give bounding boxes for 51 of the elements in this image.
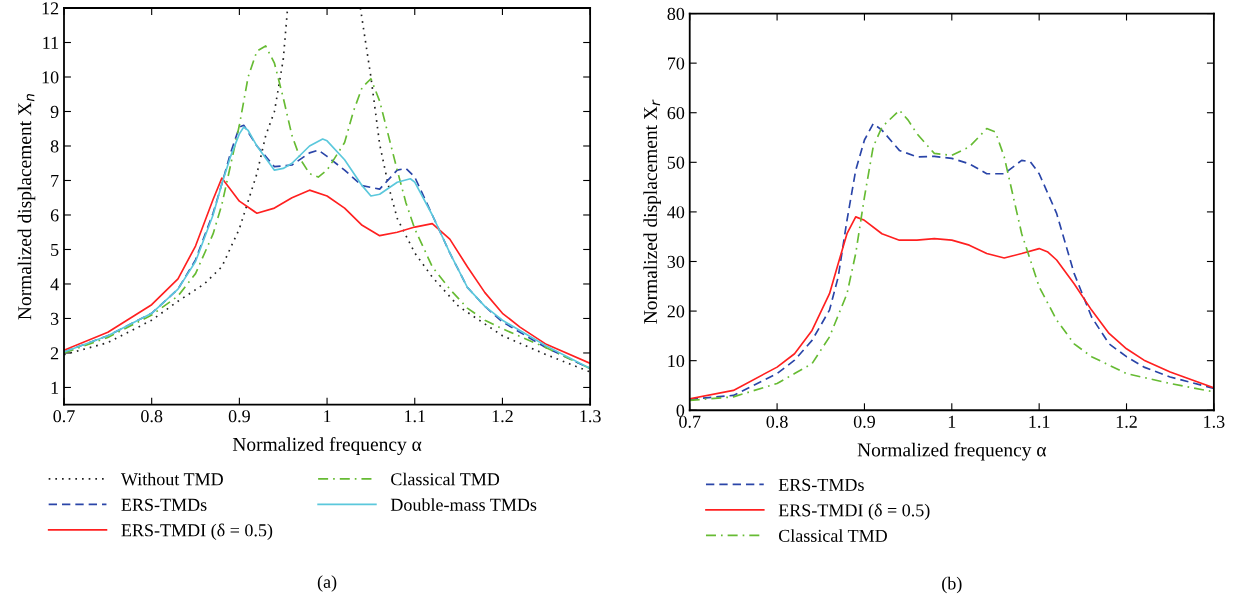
y-tick-label: 80 — [667, 7, 685, 20]
y-axis-title: Normalized displacement X$_{n}$ — [17, 94, 36, 320]
y-tick-label: 4 — [50, 278, 59, 291]
x-tick-label: 1 — [324, 410, 331, 423]
y-tick-label: 50 — [667, 156, 685, 169]
x-tick-label: 0.7 — [679, 415, 701, 428]
y-tick-label: 0 — [676, 404, 685, 417]
line-series — [63, 177, 591, 365]
y-tick-label: 12 — [42, 2, 59, 15]
y-tick-label: 10 — [42, 71, 59, 84]
x-tick-label: 0.7 — [53, 410, 75, 423]
x-tick-label: 1.1 — [1029, 415, 1050, 428]
y-axis-title: Normalized displacement X$_{r}$ — [643, 99, 661, 324]
legend-label: Without TMD — [120, 472, 223, 486]
y-tick-label: 30 — [667, 255, 685, 268]
y-tick-label: 60 — [667, 106, 685, 120]
y-tick-label: 8 — [50, 140, 59, 153]
x-tick-label: 0.9 — [228, 410, 250, 423]
y-tick-label: 1 — [51, 381, 59, 394]
y-tick-label: 20 — [667, 305, 685, 318]
legend-label: Double-mass TMDs — [390, 498, 537, 511]
x-tick-label: 1 — [948, 415, 956, 428]
y-tick-label: 10 — [668, 354, 685, 368]
legend-label: ERS-TMDI (δ = 0.5) — [121, 523, 273, 541]
x-axis-title: Normalized frequency α — [232, 437, 422, 455]
x-tick-label: 1.2 — [1116, 415, 1137, 428]
legend-label: Classical TMD — [778, 529, 887, 542]
y-tick-label: 5 — [51, 243, 59, 256]
x-tick-label: 0.8 — [141, 410, 163, 423]
x-tick-label: 1.3 — [580, 410, 601, 423]
x-tick-label: 1.1 — [405, 410, 425, 423]
legend-label: Classical TMD — [391, 472, 500, 486]
y-tick-label: 7 — [51, 174, 59, 187]
legend-label: ERS-TMDs — [778, 478, 864, 491]
x-tick-label: 0.8 — [766, 415, 788, 428]
x-tick-label: 1.3 — [1204, 415, 1225, 428]
text: (a) — [317, 575, 337, 592]
x-tick-label: 0.9 — [853, 415, 875, 428]
x-tick-label: 1.2 — [492, 410, 513, 423]
y-tick-label: 3 — [50, 312, 59, 325]
legend-label: ERS-TMDs — [121, 498, 207, 511]
y-tick-label: 6 — [50, 209, 59, 222]
y-tick-label: 9 — [50, 105, 59, 118]
x-axis-title: Normalized frequency α — [857, 442, 1047, 461]
y-tick-label: 70 — [668, 57, 685, 70]
legend-label: ERS-TMDI (δ = 0.5) — [778, 503, 930, 521]
text: (b) — [942, 576, 962, 594]
y-tick-label: 11 — [43, 36, 59, 49]
y-tick-label: 2 — [50, 347, 59, 360]
y-tick-label: 40 — [667, 206, 685, 219]
line-series — [689, 216, 1214, 400]
